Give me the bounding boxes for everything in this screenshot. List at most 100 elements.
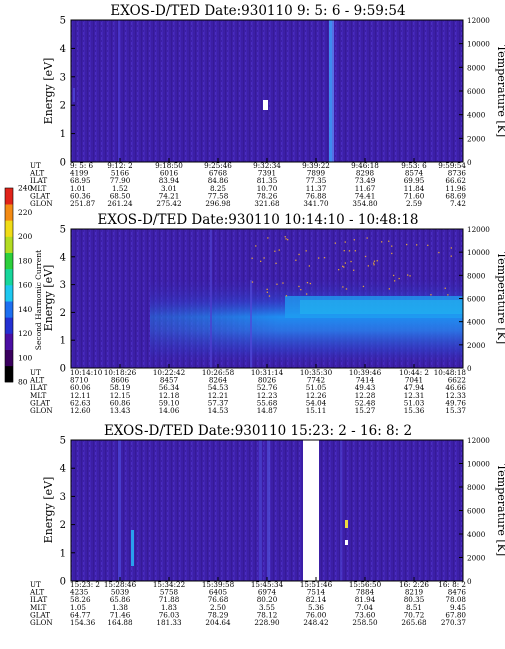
panel-2-ylabel-right: Temperature [K] (495, 252, 505, 344)
table-cell: 1.38 (112, 603, 128, 612)
scatter-dot (275, 262, 277, 264)
ytick-label: 2 (60, 308, 66, 319)
scatter-dot (338, 269, 340, 271)
scatter-dot (367, 265, 369, 267)
table-cell: 9.45 (450, 603, 466, 612)
ytick-right-label: 10000 (467, 40, 490, 49)
scatter-dot (266, 291, 268, 293)
table-cell: 13.43 (110, 406, 131, 415)
table-cell: 11.84 (404, 184, 425, 193)
scatter-dot (282, 282, 284, 284)
table-cell: 73.49 (355, 176, 376, 185)
scatter-dot (350, 260, 352, 263)
table-cell: 204.64 (205, 618, 231, 627)
panel-3-yticks-left: 0 1 2 3 4 5 (60, 436, 75, 588)
ytick-label: 2 (60, 101, 66, 112)
table-cell: 59.10 (159, 398, 180, 407)
scatter-dot (343, 266, 345, 268)
table-cell: 12.15 (110, 391, 131, 400)
ytick-label: 3 (60, 280, 66, 291)
table-cell: 1.01 (70, 184, 86, 193)
table-row-label: ILAT (30, 383, 47, 392)
scatter-dot (353, 269, 355, 271)
ytick-label: 5 (60, 225, 66, 236)
scatter-dot (278, 249, 280, 251)
ytick-label: 3 (60, 72, 66, 83)
scatter-dot (366, 237, 368, 239)
table-cell: 6974 (258, 588, 277, 597)
table-cell: 8219 (405, 588, 424, 597)
table-cell: 4199 (70, 169, 89, 178)
table-cell: 7514 (307, 588, 326, 597)
table-cell: 78.29 (208, 610, 229, 619)
scatter-dot (285, 295, 288, 297)
ytick-right-label: 8000 (467, 271, 486, 280)
table-cell: 8298 (356, 169, 375, 178)
table-cell: 57.37 (208, 398, 229, 407)
scatter-dot (373, 264, 375, 266)
scatter-dot (362, 285, 365, 288)
table-cell: 12.23 (257, 391, 278, 400)
table-cell: 15:39:58 (202, 580, 235, 589)
colorbar-tick-label: 220 (18, 208, 33, 217)
table-cell: 15:45:34 (251, 580, 284, 589)
table-cell: 261.24 (107, 199, 133, 208)
table-cell: 8264 (209, 376, 228, 385)
panel-1-plot-area (71, 20, 463, 162)
table-cell: 9:59:54 (438, 161, 466, 170)
ytick-right-label: 8000 (467, 483, 486, 492)
ytick-label: 0 (60, 158, 66, 169)
colorbar-frame (4, 187, 14, 383)
table-cell: 71.60 (404, 191, 425, 200)
table-cell: 60.36 (70, 191, 91, 200)
table-cell: 68.95 (70, 176, 91, 185)
table-cell: 154.36 (70, 618, 96, 627)
table-cell: 10:18:26 (104, 368, 137, 377)
table-cell: 11.96 (445, 184, 466, 193)
ytick-right-label: 2000 (467, 341, 486, 350)
scatter-dot (391, 245, 393, 247)
scatter-dot (353, 239, 355, 241)
table-cell: 2.59 (406, 199, 422, 208)
table-row-label: GLON (30, 199, 53, 208)
table-cell: 248.42 (303, 618, 328, 627)
table-cell: 76.88 (306, 191, 327, 200)
ytick-right-label: 12000 (467, 436, 490, 445)
panel-3-yticks-right: 0 2000 4000 6000 8000 10000 12000 (459, 436, 490, 586)
scatter-dot (393, 274, 395, 277)
panel-1-ylabel: Energy [eV] (42, 58, 55, 125)
table-cell: 81.35 (257, 176, 278, 185)
table-cell: 15:28:46 (104, 580, 137, 589)
scatter-dot (344, 262, 346, 264)
scatter-dot (388, 288, 390, 290)
scatter-dot (343, 250, 345, 252)
table-cell: 76.68 (208, 595, 229, 604)
ytick-right-label: 4000 (467, 318, 486, 327)
table-cell: 77.35 (306, 176, 327, 185)
colorbar-swatch (5, 317, 13, 334)
table-cell: 60.86 (110, 398, 131, 407)
ytick-label: 4 (60, 252, 66, 263)
panel-2-features (150, 229, 463, 368)
table-row-label: UT (30, 368, 41, 377)
scatter-dot (398, 277, 400, 280)
table-cell: 5039 (111, 588, 130, 597)
table-cell: 9:32:34 (253, 161, 281, 170)
table-cell: 3.55 (259, 603, 275, 612)
scatter-dot (287, 239, 289, 241)
scatter-dot (450, 255, 452, 257)
ytick-right-label: 12000 (467, 225, 490, 234)
ytick-label: 3 (60, 492, 66, 503)
scatter-dot (342, 265, 344, 267)
panel-1-features (73, 20, 334, 162)
table-cell: 62.63 (70, 398, 91, 407)
scatter-dot (354, 250, 356, 252)
table-cell: 11.37 (306, 184, 327, 193)
scatter-dot (450, 247, 452, 249)
table-cell: 81.94 (355, 595, 376, 604)
table-cell: 275.42 (156, 199, 181, 208)
table-cell: 10.70 (257, 184, 278, 193)
table-cell: 7884 (356, 588, 375, 597)
table-cell: 76.00 (306, 610, 327, 619)
